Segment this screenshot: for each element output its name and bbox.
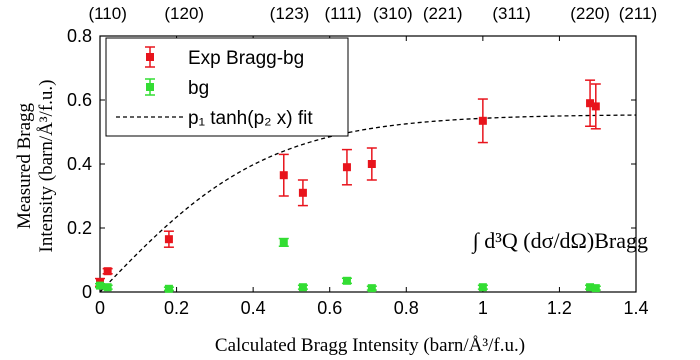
x-tick-label: 0.4 [241, 298, 266, 318]
x-tick-label: 1 [478, 298, 488, 318]
legend-exp-label: Exp Bragg-bg [188, 48, 304, 69]
bg-data-point [103, 283, 112, 292]
bg-data-point [279, 238, 288, 247]
top-hkl-label: (220) [570, 4, 610, 23]
exp-data-point [478, 116, 487, 125]
exp-data-point [164, 235, 173, 244]
bg-data-point [342, 276, 351, 285]
y-axis-title-line2: Intensity (barn/Å³/f.u.) [36, 80, 57, 253]
bg-data-point [96, 281, 104, 290]
top-hkl-label: (311) [492, 4, 530, 23]
bg-data-point [298, 283, 307, 292]
y-axis-title-line1: Measured Bragg [14, 102, 35, 229]
bg-data-point [367, 284, 376, 293]
exp-data-point [279, 171, 288, 180]
top-hkl-label: (211) [619, 4, 657, 23]
legend-bg-marker [146, 83, 154, 91]
bg-data-point [586, 283, 595, 292]
legend-entry-exp: Exp Bragg-bg [145, 46, 304, 69]
top-hkl-label: (120) [164, 4, 204, 23]
legend-entry-bg: bg [145, 78, 209, 99]
x-axis-title: Calculated Bragg Intensity (barn/Å³/f.u.… [215, 335, 525, 356]
top-hkl-label: (110) [88, 4, 126, 23]
y-tick-label: 0.2 [67, 218, 92, 238]
bg-data-point [164, 284, 173, 293]
exp-data-point [342, 163, 351, 172]
legend-bg-label: bg [188, 78, 209, 99]
x-tick-label: 0.6 [317, 298, 342, 318]
top-hkl-label: (123) [270, 4, 310, 23]
y-tick-label: 0.8 [67, 26, 92, 46]
top-hkl-label: (111) [325, 4, 362, 23]
fit-curve [99, 114, 637, 293]
legend-entry-fit: p₁ tanh(p₂ x) fit [116, 108, 313, 129]
exp-data-point [591, 102, 600, 111]
legend-exp-marker [146, 53, 154, 61]
bg-data-point [591, 284, 600, 293]
legend-fit-label: p₁ tanh(p₂ x) fit [188, 108, 313, 129]
bg-data-point [478, 283, 487, 292]
exp-data-point [586, 99, 595, 108]
y-tick-label: 0.6 [67, 90, 92, 110]
annotation-text: ∫ d³Q (dσ/dΩ)Bragg [471, 228, 648, 254]
exp-data-point [367, 160, 376, 168]
x-tick-label: 0.8 [394, 298, 419, 318]
y-tick-label: 0 [82, 282, 92, 302]
x-tick-label: 0.2 [164, 298, 189, 318]
exp-data-point [298, 188, 307, 197]
x-tick-label: 1.2 [547, 298, 572, 318]
integral-annotation: ∫ d³Q (dσ/dΩ)Bragg [471, 228, 648, 254]
x-tick-label: 0 [95, 298, 105, 318]
x-tick-label: 1.4 [623, 298, 648, 318]
exp-data-point [103, 267, 112, 276]
plot-area: 0 0.2 0.4 0.6 0.8 1 1.2 1.4 0 0.2 0.4 0.6 0.8 (110) (1… [67, 4, 657, 318]
top-hkl-label: (310) [373, 4, 413, 23]
y-tick-label: 0.4 [67, 154, 92, 174]
legend: Exp Bragg-bg bg p₁ tanh(p₂ x) fit [105, 37, 349, 137]
top-hkl-label: (221) [423, 4, 463, 23]
